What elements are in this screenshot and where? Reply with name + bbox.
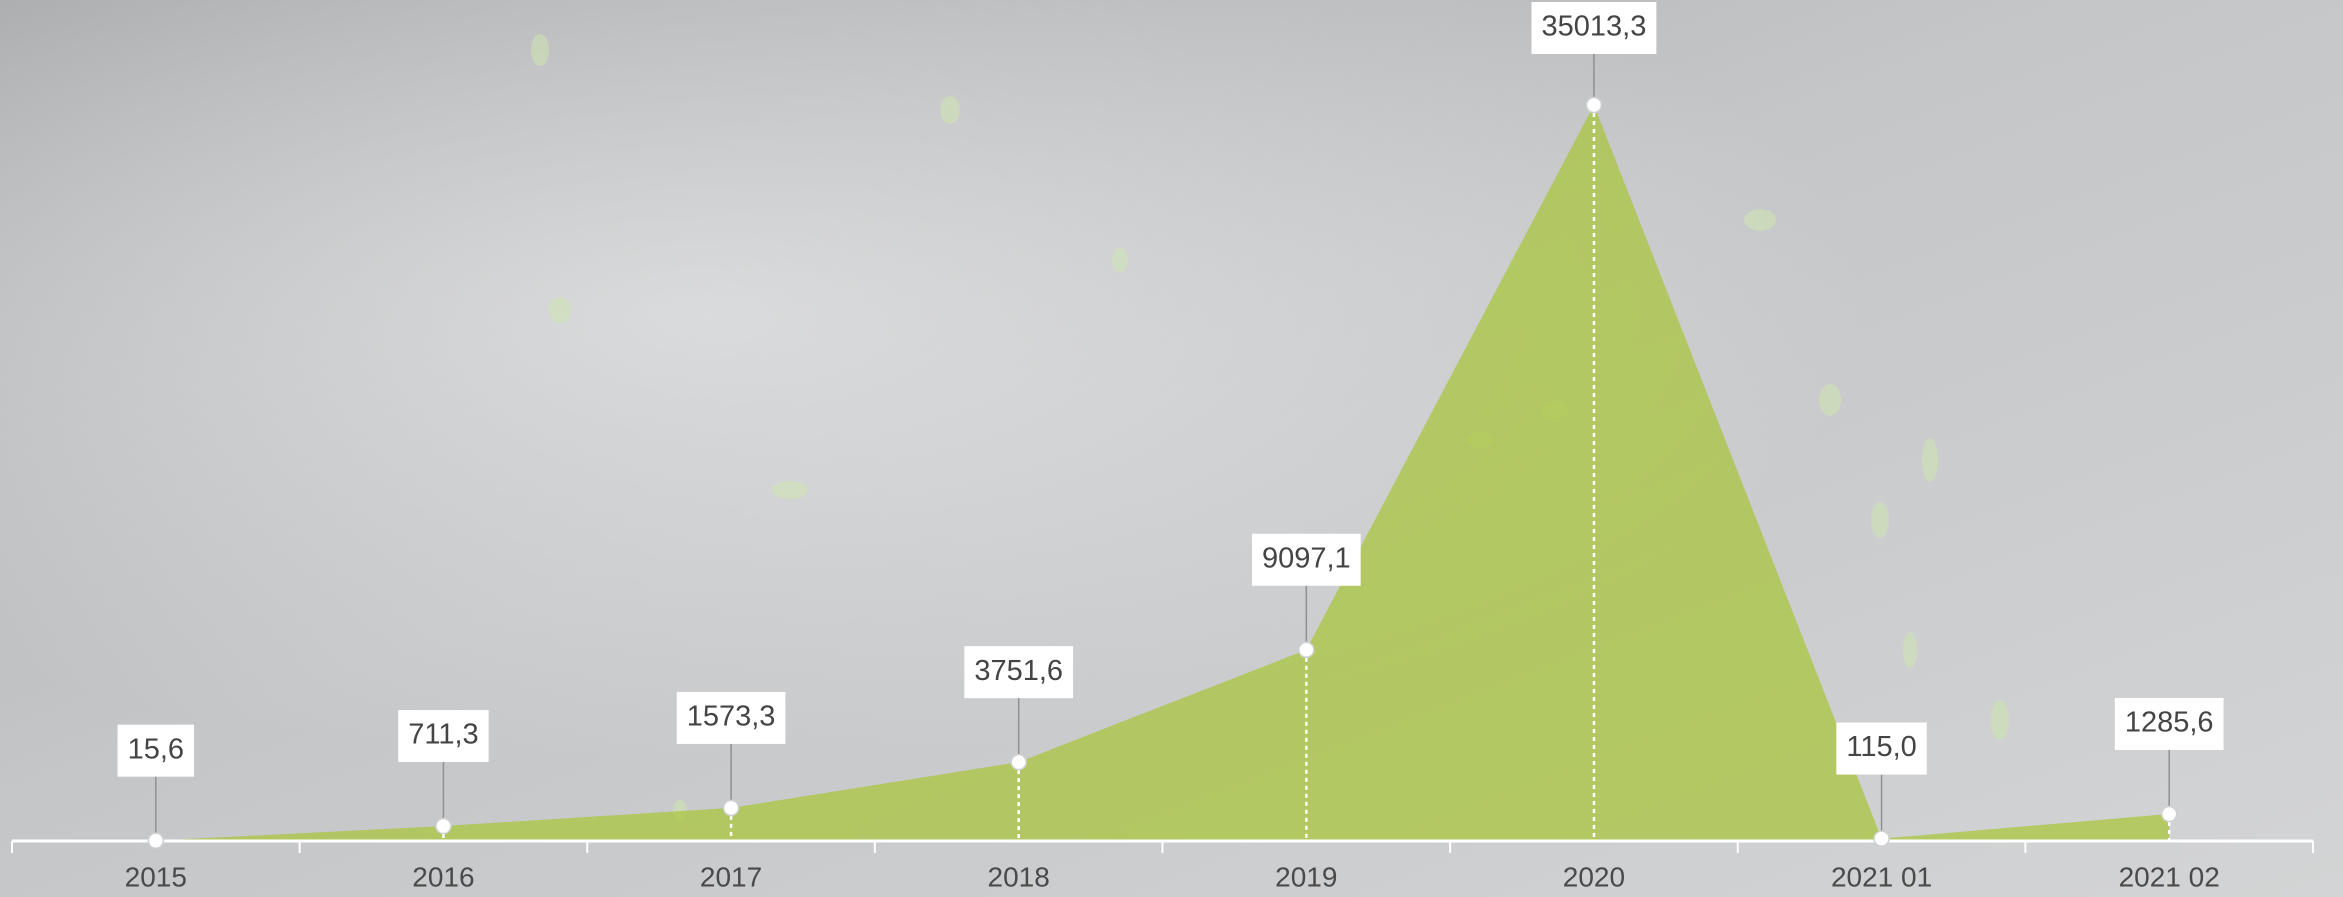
value-label: 115,0 <box>1846 731 1916 763</box>
data-point <box>2162 806 2177 821</box>
value-label: 35013,3 <box>1542 11 1647 43</box>
data-point <box>724 800 739 815</box>
data-point <box>1874 831 1889 846</box>
data-point <box>1586 98 1601 113</box>
value-label: 3751,6 <box>974 655 1063 687</box>
value-label: 9097,1 <box>1262 542 1351 574</box>
x-tick-label: 2017 <box>700 861 762 892</box>
x-tick-label: 2018 <box>988 861 1050 892</box>
value-label: 15,6 <box>128 733 184 765</box>
chart: 15,6 2015 711,3 2016 1573,3 2017 3751,6 2018 909… <box>0 0 2343 897</box>
data-point <box>1011 755 1026 770</box>
x-tick-label: 2020 <box>1563 861 1625 892</box>
page: {"chart_data": {"type": "area", "categor… <box>0 0 2343 897</box>
value-label: 711,3 <box>408 719 478 751</box>
value-label: 1285,6 <box>2125 707 2214 739</box>
data-point <box>436 819 451 834</box>
x-tick-label: 2019 <box>1275 861 1337 892</box>
x-tick-label: 2021 02 <box>2119 861 2220 892</box>
x-tick-label: 2021 01 <box>1831 861 1932 892</box>
x-tick-label: 2015 <box>125 861 187 892</box>
data-point <box>148 833 163 848</box>
value-label: 1573,3 <box>687 701 776 733</box>
data-point <box>1299 642 1314 657</box>
x-tick-label: 2016 <box>412 861 474 892</box>
